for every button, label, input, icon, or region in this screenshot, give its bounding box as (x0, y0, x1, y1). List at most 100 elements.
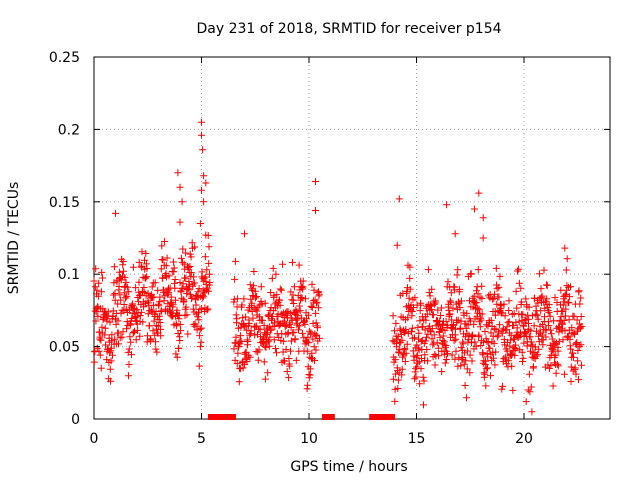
data-point (499, 382, 507, 390)
data-point (512, 287, 520, 295)
data-point (410, 334, 418, 342)
data-point (396, 325, 404, 333)
data-point (111, 290, 119, 297)
data-point (195, 362, 203, 370)
data-point (454, 266, 462, 274)
data-point (487, 316, 495, 324)
data-point (171, 296, 179, 304)
data-point (406, 274, 414, 282)
data-point (575, 376, 582, 384)
data-point (116, 334, 124, 342)
data-point (90, 358, 98, 366)
data-point (110, 291, 118, 299)
data-point (530, 322, 538, 330)
data-point (163, 290, 171, 298)
data-point (440, 338, 448, 346)
data-point (437, 312, 445, 319)
data-point (421, 351, 429, 359)
data-point (559, 336, 567, 344)
data-point (467, 270, 475, 278)
data-point (290, 328, 298, 336)
data-point (437, 304, 445, 312)
data-point (179, 280, 187, 288)
data-point (184, 330, 192, 338)
data-point (424, 357, 432, 365)
data-point (576, 300, 584, 308)
data-point (267, 326, 275, 334)
data-point (545, 301, 553, 309)
data-point (260, 339, 267, 347)
data-point (122, 278, 130, 286)
data-point (176, 279, 184, 286)
data-point (408, 324, 416, 332)
data-point (549, 345, 557, 353)
data-point (233, 315, 241, 323)
data-point (142, 250, 150, 257)
data-point (509, 386, 517, 394)
data-point (271, 322, 279, 330)
data-point (514, 267, 521, 275)
data-point (574, 347, 582, 354)
data-point (508, 362, 516, 370)
data-point (237, 337, 245, 345)
y-axis-label: SRMTID / TECUs (6, 182, 22, 295)
data-point (308, 280, 316, 288)
data-point (487, 372, 494, 380)
data-point (550, 317, 558, 325)
data-point (544, 361, 552, 369)
data-point (398, 336, 406, 344)
data-point (504, 318, 512, 326)
data-point (515, 265, 523, 273)
data-point (442, 318, 450, 325)
data-point (476, 318, 483, 326)
data-point (503, 323, 511, 331)
data-point (563, 255, 571, 263)
data-point (567, 363, 575, 371)
data-point (560, 317, 568, 324)
data-point (426, 306, 434, 314)
data-point (93, 308, 101, 316)
data-point (101, 324, 109, 332)
data-point (569, 349, 577, 357)
data-point (119, 328, 127, 336)
y-tick-label: 0 (71, 412, 80, 428)
data-point (123, 292, 131, 300)
data-point (427, 328, 435, 336)
data-point (200, 172, 208, 180)
data-point (313, 298, 321, 306)
data-point (108, 337, 116, 345)
data-point (561, 244, 569, 252)
data-point (242, 313, 250, 321)
data-point (200, 274, 208, 282)
data-point (182, 303, 190, 311)
data-point (513, 304, 521, 312)
data-point (273, 291, 281, 299)
data-point (298, 294, 306, 302)
data-point (528, 338, 536, 346)
data-point (137, 308, 145, 316)
data-point (171, 284, 179, 292)
data-point (573, 316, 581, 324)
data-point (413, 351, 421, 359)
data-point (314, 304, 322, 312)
x-tick-label: 20 (515, 431, 533, 447)
data-point (441, 359, 449, 367)
data-point (246, 281, 254, 289)
data-point (198, 118, 205, 126)
data-point (133, 313, 141, 321)
data-point (193, 326, 201, 334)
data-point (482, 357, 489, 365)
data-point (490, 295, 498, 302)
data-point (435, 352, 443, 360)
data-point (236, 332, 244, 340)
data-point (297, 294, 305, 301)
data-point (565, 298, 573, 306)
data-point (524, 386, 532, 394)
data-point (192, 301, 200, 309)
data-point (279, 260, 286, 268)
data-point (295, 326, 302, 334)
data-point (540, 266, 548, 274)
data-point (402, 326, 410, 333)
data-point (554, 362, 562, 370)
data-point (466, 369, 474, 377)
